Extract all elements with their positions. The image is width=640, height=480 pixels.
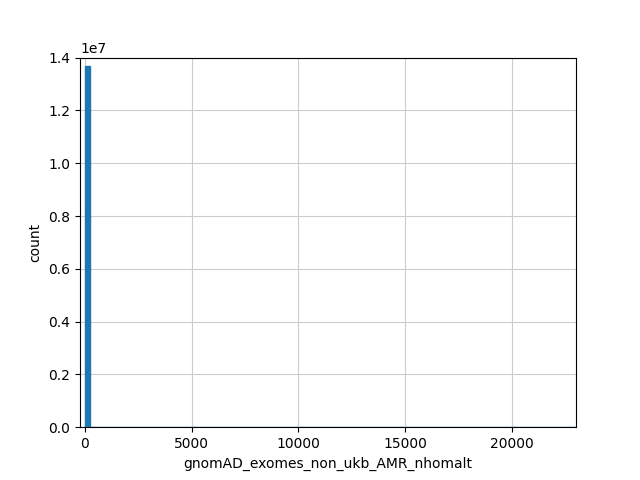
Bar (85, 65, 90, 427)
Y-axis label: count: count (29, 223, 43, 262)
X-axis label: gnomAD_exomes_non_ukb_AMR_nhomalt: gnomAD_exomes_non_ukb_AMR_nhomalt (184, 456, 472, 470)
